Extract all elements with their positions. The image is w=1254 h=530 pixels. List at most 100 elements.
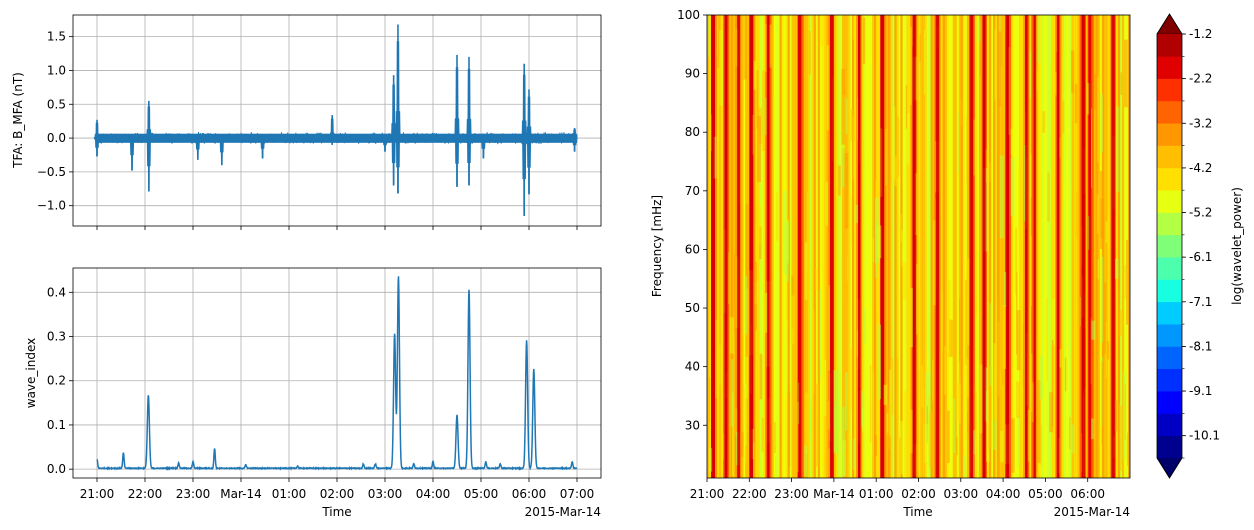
- power-patch: [1127, 432, 1129, 466]
- power-column: [1121, 15, 1125, 478]
- power-column: [928, 15, 931, 478]
- power-patch: [922, 387, 924, 475]
- power-column: [797, 15, 801, 478]
- power-column: [1113, 15, 1117, 478]
- power-patch: [845, 98, 848, 135]
- power-patch: [993, 343, 996, 421]
- power-band: [1033, 15, 1036, 478]
- y-tick-label: 0.0: [47, 131, 66, 145]
- power-patch: [977, 20, 981, 42]
- power-column: [1109, 15, 1113, 478]
- power-patch: [997, 230, 999, 295]
- power-patch: [838, 165, 841, 196]
- power-patch: [1060, 100, 1065, 134]
- power-patch: [900, 420, 903, 475]
- x-tick-label: 04:00: [986, 487, 1021, 501]
- power-column: [896, 15, 899, 478]
- power-patch: [722, 433, 724, 460]
- power-column: [779, 15, 782, 478]
- power-patch: [1106, 341, 1109, 360]
- b-mfa-spike: [520, 74, 528, 216]
- power-patch: [1096, 194, 1099, 234]
- power-patch: [1074, 84, 1078, 123]
- power-patch: [904, 69, 907, 89]
- power-patch: [740, 57, 744, 103]
- colorbar-swatch: [1157, 78, 1182, 102]
- power-column: [868, 15, 871, 478]
- power-column: [910, 15, 913, 478]
- colorbar-swatch: [1157, 145, 1182, 169]
- power-patch: [819, 15, 824, 47]
- power-patch: [947, 280, 951, 359]
- x-tick-label: 22:00: [128, 487, 163, 501]
- wavelet-power-map: [707, 15, 1130, 478]
- y-tick-label: 0.5: [47, 97, 66, 111]
- power-column: [1027, 15, 1030, 478]
- power-column: [755, 15, 758, 478]
- power-column: [743, 15, 746, 478]
- power-patch: [1019, 178, 1023, 258]
- power-patch: [891, 358, 894, 415]
- power-column: [940, 15, 944, 478]
- power-column: [813, 15, 817, 478]
- power-column: [753, 15, 756, 478]
- power-patch: [708, 15, 711, 58]
- power-column: [1097, 15, 1101, 478]
- power-patch: [841, 68, 846, 145]
- power-patch: [735, 256, 740, 329]
- power-band: [1111, 15, 1115, 478]
- wave-index-series: [96, 276, 578, 471]
- power-patch: [815, 268, 818, 290]
- power-patch: [708, 377, 710, 422]
- wave-index-line: [96, 276, 578, 471]
- colorbar-swatch: [1157, 368, 1182, 392]
- x-tick-label: 22:00: [732, 487, 767, 501]
- power-patch: [1030, 235, 1032, 306]
- power-patch: [794, 355, 798, 427]
- power-column: [974, 15, 978, 478]
- power-column: [1079, 15, 1083, 478]
- x-tick-label: 23:00: [774, 487, 809, 501]
- power-patch: [883, 384, 887, 405]
- power-column: [1041, 15, 1044, 478]
- power-column: [817, 15, 821, 478]
- power-column: [795, 15, 799, 478]
- power-patch: [1015, 227, 1018, 295]
- power-patch: [989, 162, 991, 182]
- power-band: [798, 15, 802, 478]
- power-column: [976, 15, 980, 478]
- power-patch: [804, 445, 808, 477]
- colorbar-tick-label: -7.1: [1189, 295, 1212, 309]
- power-patch: [932, 359, 934, 401]
- power-patch: [1047, 172, 1050, 222]
- power-column: [870, 15, 873, 478]
- power-patch: [905, 85, 908, 129]
- power-patch: [872, 371, 875, 455]
- power-band: [969, 15, 974, 478]
- power-column: [1011, 15, 1014, 478]
- power-patch: [849, 349, 852, 410]
- power-column: [765, 15, 768, 478]
- power-patch: [1051, 298, 1056, 345]
- power-patch: [1022, 322, 1025, 388]
- power-patch: [1010, 157, 1015, 217]
- power-patch: [966, 258, 970, 346]
- power-column: [852, 15, 855, 478]
- power-patch: [941, 291, 943, 353]
- power-column: [954, 15, 958, 478]
- x-tick-label: Mar-14: [220, 487, 261, 501]
- power-patch: [965, 279, 967, 366]
- power-column: [1047, 15, 1050, 478]
- y-tick-label: 70: [685, 184, 700, 198]
- power-patch: [1093, 73, 1097, 110]
- power-patch: [753, 442, 755, 478]
- power-patch: [924, 30, 926, 95]
- power-column: [966, 15, 970, 478]
- power-patch: [1030, 353, 1033, 412]
- power-patch: [852, 439, 855, 471]
- power-patch: [825, 181, 828, 226]
- power-column: [892, 15, 895, 478]
- power-patch: [864, 309, 866, 344]
- colorbar: -1.2 -2.2 -3.2 -4.2 -5.2 -6.1 -7.1 -8.1 -9.1 -10.…: [1156, 13, 1244, 479]
- power-patch: [796, 401, 799, 472]
